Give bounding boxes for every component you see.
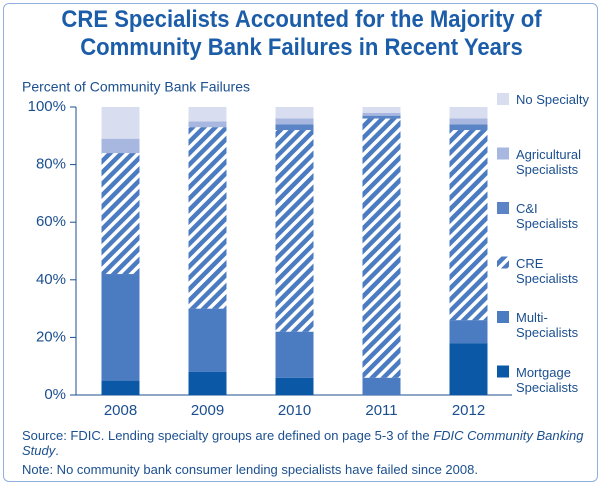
legend-label: Agricultural Specialists: [516, 146, 582, 177]
legend-swatch: [497, 365, 509, 378]
source-text: Source: FDIC. Lending specialty groups a…: [22, 428, 430, 443]
y-tick-label: 80%: [36, 156, 66, 173]
legend-swatch: [497, 256, 509, 269]
source-italic: FDIC Community Banking Study: [22, 428, 584, 458]
frame: [3, 3, 598, 482]
x-tick-label: 2012: [452, 402, 485, 419]
bar-segment: [188, 308, 227, 372]
bar-segment: [275, 118, 314, 125]
y-tick-label: 60%: [36, 213, 66, 230]
bar-segment: [449, 130, 488, 321]
y-tick-label: 20%: [36, 328, 66, 345]
bar-segment: [275, 124, 314, 131]
legend-label: Multi-Specialists: [516, 310, 579, 340]
bar-segment: [449, 320, 488, 344]
bar-segment: [275, 130, 314, 332]
bar-segment: [101, 153, 140, 275]
legend-swatch: [497, 202, 509, 214]
bar-segment: [362, 377, 401, 395]
legend-swatch: [497, 147, 509, 160]
bar-segment: [188, 107, 227, 122]
chart-title: CRE Specialists Accounted for the Majori…: [61, 6, 542, 61]
y-tick-label: 100%: [28, 98, 66, 115]
bar-segment: [449, 107, 488, 119]
bar-segment: [101, 107, 140, 139]
y-tick-label: 40%: [36, 271, 66, 288]
x-tick-label: 2011: [365, 402, 397, 419]
source-end: .: [55, 443, 59, 458]
legend-swatch: [497, 93, 509, 105]
note: Note: No community bank consumer lending…: [22, 462, 478, 477]
bar-segment: [101, 138, 140, 154]
bar-segment: [188, 371, 227, 395]
bar-segment: [362, 112, 401, 116]
bar-segment: [449, 124, 488, 131]
bar-segment: [275, 331, 314, 378]
legend-label: C&I Specialists: [516, 201, 579, 231]
bar-segment: [188, 121, 227, 128]
x-tick-label: 2009: [191, 402, 224, 419]
source: Source: FDIC. Lending specialty groups a…: [22, 428, 592, 458]
bar-segment: [362, 118, 401, 378]
x-tick-label: 2008: [104, 402, 137, 419]
bar-segment: [449, 343, 488, 395]
bar-segment: [275, 107, 314, 119]
y-axis-label: Percent of Community Bank Failures: [22, 79, 250, 95]
bar-segment: [101, 380, 140, 395]
bar-segment: [188, 127, 227, 309]
x-tick-label: 2010: [278, 402, 311, 419]
legend-swatch: [497, 311, 509, 323]
bar-segment: [101, 274, 140, 381]
y-tick-label: 0%: [44, 386, 66, 403]
legend-label: CRE Specialists: [516, 255, 579, 286]
legend-label: No Specialty: [516, 92, 589, 107]
legend-label: Mortgage Specialists: [516, 364, 579, 395]
bar-segment: [275, 377, 314, 395]
bar-segment: [362, 115, 401, 119]
bar-segment: [362, 107, 401, 113]
bar-segment: [449, 118, 488, 125]
